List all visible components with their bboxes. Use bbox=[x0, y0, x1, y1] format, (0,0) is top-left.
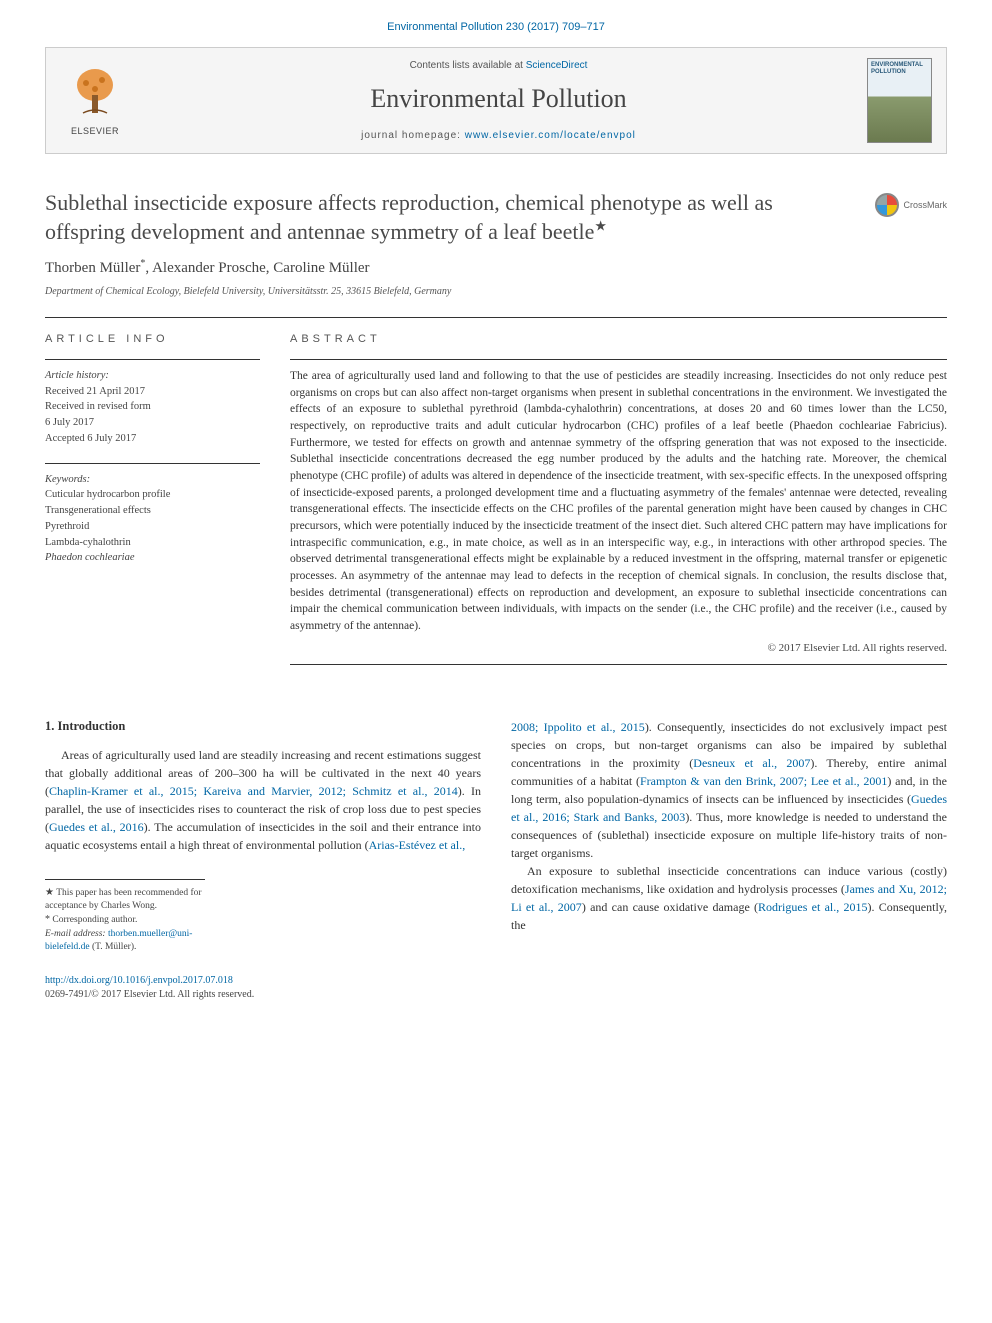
header-divider bbox=[45, 317, 947, 318]
crossmark-label: CrossMark bbox=[903, 199, 947, 212]
keyword: Lambda-cyhalothrin bbox=[45, 535, 260, 551]
citation-link[interactable]: Frampton & van den Brink, 2007; Lee et a… bbox=[640, 774, 887, 788]
abstract-bottom-divider bbox=[290, 664, 947, 665]
history-block: Article history: Received 21 April 2017 … bbox=[45, 368, 260, 447]
cover-title: ENVIRONMENTAL POLLUTION bbox=[871, 62, 928, 75]
homepage-prefix: journal homepage: bbox=[361, 130, 465, 141]
authors-line: Thorben Müller*, Alexander Prosche, Caro… bbox=[45, 257, 947, 279]
citation-link[interactable]: 2008; Ippolito et al., 2015 bbox=[511, 720, 645, 734]
keywords-block: Keywords: Cuticular hydrocarbon profile … bbox=[45, 472, 260, 567]
history-line: Received in revised form bbox=[45, 399, 260, 415]
keyword: Transgenerational effects bbox=[45, 503, 260, 519]
footnotes-block: ★ This paper has been recommended for ac… bbox=[45, 879, 205, 954]
body-column-right: 2008; Ippolito et al., 2015). Consequent… bbox=[511, 718, 947, 954]
email-label: E-mail address: bbox=[45, 929, 106, 939]
intro-paragraph: Areas of agriculturally used land are st… bbox=[45, 746, 481, 854]
footnote-email: E-mail address: thorben.mueller@uni-biel… bbox=[45, 928, 205, 955]
contents-line: Contents lists available at ScienceDirec… bbox=[130, 59, 867, 73]
footer-block: http://dx.doi.org/10.1016/j.envpol.2017.… bbox=[45, 974, 947, 1002]
footnote-2-text: Corresponding author. bbox=[52, 915, 137, 925]
citation-link[interactable]: Guedes et al., 2016 bbox=[49, 820, 144, 834]
info-divider-2 bbox=[45, 463, 260, 464]
title-footnote-star: ★ bbox=[594, 220, 607, 235]
history-line: Received 21 April 2017 bbox=[45, 384, 260, 400]
abstract-copyright: © 2017 Elsevier Ltd. All rights reserved… bbox=[290, 641, 947, 656]
journal-name: Environmental Pollution bbox=[130, 81, 867, 117]
email-suffix: (T. Müller). bbox=[92, 942, 136, 952]
contents-prefix: Contents lists available at bbox=[410, 60, 526, 71]
article-info-column: ARTICLE INFO Article history: Received 2… bbox=[45, 332, 260, 674]
history-label: Article history: bbox=[45, 368, 260, 384]
body-paragraph: 2008; Ippolito et al., 2015). Consequent… bbox=[511, 718, 947, 862]
elsevier-tree-icon bbox=[68, 65, 123, 125]
article-header-row: Sublethal insecticide exposure affects r… bbox=[45, 189, 947, 246]
footnote-1: ★ This paper has been recommended for ac… bbox=[45, 886, 205, 914]
abstract-divider bbox=[290, 359, 947, 360]
citation-link[interactable]: Chaplin-Kramer et al., 2015; Kareiva and… bbox=[49, 784, 458, 798]
body-text: ) and can cause oxidative damage ( bbox=[582, 900, 758, 914]
keyword: Pyrethroid bbox=[45, 519, 260, 535]
article-info-header: ARTICLE INFO bbox=[45, 332, 260, 347]
publisher-logo-block: ELSEVIER bbox=[60, 65, 130, 138]
author-1-mark: * bbox=[140, 258, 145, 269]
citation-link[interactable]: Rodrigues et al., 2015 bbox=[758, 900, 867, 914]
keywords-label: Keywords: bbox=[45, 472, 260, 488]
footnote-star-icon: ★ bbox=[45, 887, 54, 898]
homepage-line: journal homepage: www.elsevier.com/locat… bbox=[130, 129, 867, 143]
author-1: Thorben Müller bbox=[45, 260, 140, 276]
banner-center: Contents lists available at ScienceDirec… bbox=[130, 59, 867, 143]
header-citation: Environmental Pollution 230 (2017) 709–7… bbox=[45, 20, 947, 35]
footnote-asterisk-icon: * bbox=[45, 914, 50, 925]
journal-cover-thumbnail: ENVIRONMENTAL POLLUTION bbox=[867, 58, 932, 143]
citation-link[interactable]: Arias-Estévez et al., bbox=[369, 838, 466, 852]
doi-link[interactable]: http://dx.doi.org/10.1016/j.envpol.2017.… bbox=[45, 975, 233, 986]
intro-heading: 1. Introduction bbox=[45, 718, 481, 736]
abstract-header: ABSTRACT bbox=[290, 332, 947, 347]
homepage-link[interactable]: www.elsevier.com/locate/envpol bbox=[465, 130, 636, 141]
author-2: Alexander Prosche bbox=[152, 260, 266, 276]
body-paragraph: An exposure to sublethal insecticide con… bbox=[511, 862, 947, 934]
crossmark-badge[interactable]: CrossMark bbox=[875, 193, 947, 217]
journal-banner: ELSEVIER Contents lists available at Sci… bbox=[45, 47, 947, 154]
footnote-1-text: This paper has been recommended for acce… bbox=[45, 888, 202, 911]
citation-link[interactable]: Desneux et al., 2007 bbox=[693, 756, 810, 770]
info-divider-1 bbox=[45, 359, 260, 360]
keyword: Cuticular hydrocarbon profile bbox=[45, 487, 260, 503]
history-line: Accepted 6 July 2017 bbox=[45, 431, 260, 447]
abstract-text: The area of agriculturally used land and… bbox=[290, 368, 947, 635]
history-line: 6 July 2017 bbox=[45, 415, 260, 431]
keyword-italic: Phaedon cochleariae bbox=[45, 550, 260, 566]
footnote-2: * Corresponding author. bbox=[45, 913, 205, 927]
sciencedirect-link[interactable]: ScienceDirect bbox=[526, 60, 588, 71]
body-columns: 1. Introduction Areas of agriculturally … bbox=[45, 718, 947, 954]
crossmark-icon bbox=[875, 193, 899, 217]
info-abstract-row: ARTICLE INFO Article history: Received 2… bbox=[45, 332, 947, 674]
article-title: Sublethal insecticide exposure affects r… bbox=[45, 189, 855, 246]
author-3: Caroline Müller bbox=[273, 260, 369, 276]
issn-copyright-line: 0269-7491/© 2017 Elsevier Ltd. All right… bbox=[45, 988, 947, 1002]
publisher-name: ELSEVIER bbox=[71, 125, 119, 138]
title-text: Sublethal insecticide exposure affects r… bbox=[45, 190, 773, 244]
affiliation: Department of Chemical Ecology, Bielefel… bbox=[45, 285, 947, 299]
body-column-left: 1. Introduction Areas of agriculturally … bbox=[45, 718, 481, 954]
abstract-column: ABSTRACT The area of agriculturally used… bbox=[290, 332, 947, 674]
